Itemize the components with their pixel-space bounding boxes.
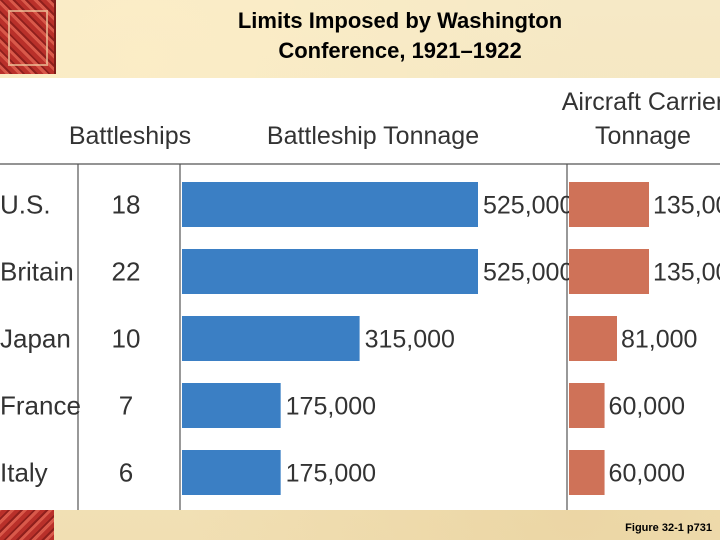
chart: Battleships Battleship Tonnage Aircraft … <box>0 78 720 510</box>
country-label-japan: Japan <box>0 324 71 354</box>
figure-note: Figure 32-1 p731 <box>625 522 712 534</box>
carrier-tonnage-label-us: 135,000 <box>653 192 720 220</box>
battleship-tonnage-bar-italy <box>182 450 281 495</box>
slide-title: Limits Imposed by Washington Conference,… <box>120 6 680 66</box>
title-line-2: Conference, 1921–1922 <box>278 38 522 63</box>
country-label-italy: Italy <box>0 458 48 488</box>
battleships-count-italy: 6 <box>119 458 133 488</box>
carrier-tonnage-bar-italy <box>569 450 605 495</box>
carrier-tonnage-label-britain: 135,000 <box>653 259 720 287</box>
battleship-tonnage-label-italy: 175,000 <box>286 460 376 488</box>
title-line-1: Limits Imposed by Washington <box>237 8 563 33</box>
battleship-tonnage-label-japan: 315,000 <box>365 326 455 354</box>
carrier-tonnage-label-france: 60,000 <box>609 393 685 421</box>
battleships-count-us: 18 <box>112 190 141 220</box>
carrier-tonnage-bar-france <box>569 383 605 428</box>
bottom-ornament <box>0 509 54 540</box>
battleship-tonnage-bar-us <box>182 182 478 227</box>
header-battleships: Battleships <box>69 122 191 150</box>
chart-rows: U.S. 18 525,000 135,000 Britain 22 525,000 135,… <box>0 182 720 495</box>
carrier-tonnage-label-italy: 60,000 <box>609 460 685 488</box>
country-label-us: U.S. <box>0 190 51 220</box>
carrier-tonnage-label-japan: 81,000 <box>621 326 697 354</box>
battleship-tonnage-bar-britain <box>182 249 478 294</box>
battleship-tonnage-bar-france <box>182 383 281 428</box>
header-carrier-line-2: Tonnage <box>595 122 691 150</box>
battleships-count-britain: 22 <box>112 257 141 287</box>
country-label-france: France <box>0 391 81 421</box>
battleship-tonnage-label-britain: 525,000 <box>483 259 573 287</box>
header-carrier-line-1: Aircraft Carrier <box>562 88 720 116</box>
corner-ornament <box>0 0 56 74</box>
header-battleship-tonnage: Battleship Tonnage <box>267 122 479 150</box>
battleship-tonnage-label-france: 175,000 <box>286 393 376 421</box>
battleships-count-japan: 10 <box>112 324 141 354</box>
battleship-tonnage-bar-japan <box>182 316 360 361</box>
battleships-count-france: 7 <box>119 391 133 421</box>
battleship-tonnage-label-us: 525,000 <box>483 192 573 220</box>
carrier-tonnage-bar-us <box>569 182 649 227</box>
carrier-tonnage-bar-britain <box>569 249 649 294</box>
country-label-britain: Britain <box>0 257 74 287</box>
carrier-tonnage-bar-japan <box>569 316 617 361</box>
